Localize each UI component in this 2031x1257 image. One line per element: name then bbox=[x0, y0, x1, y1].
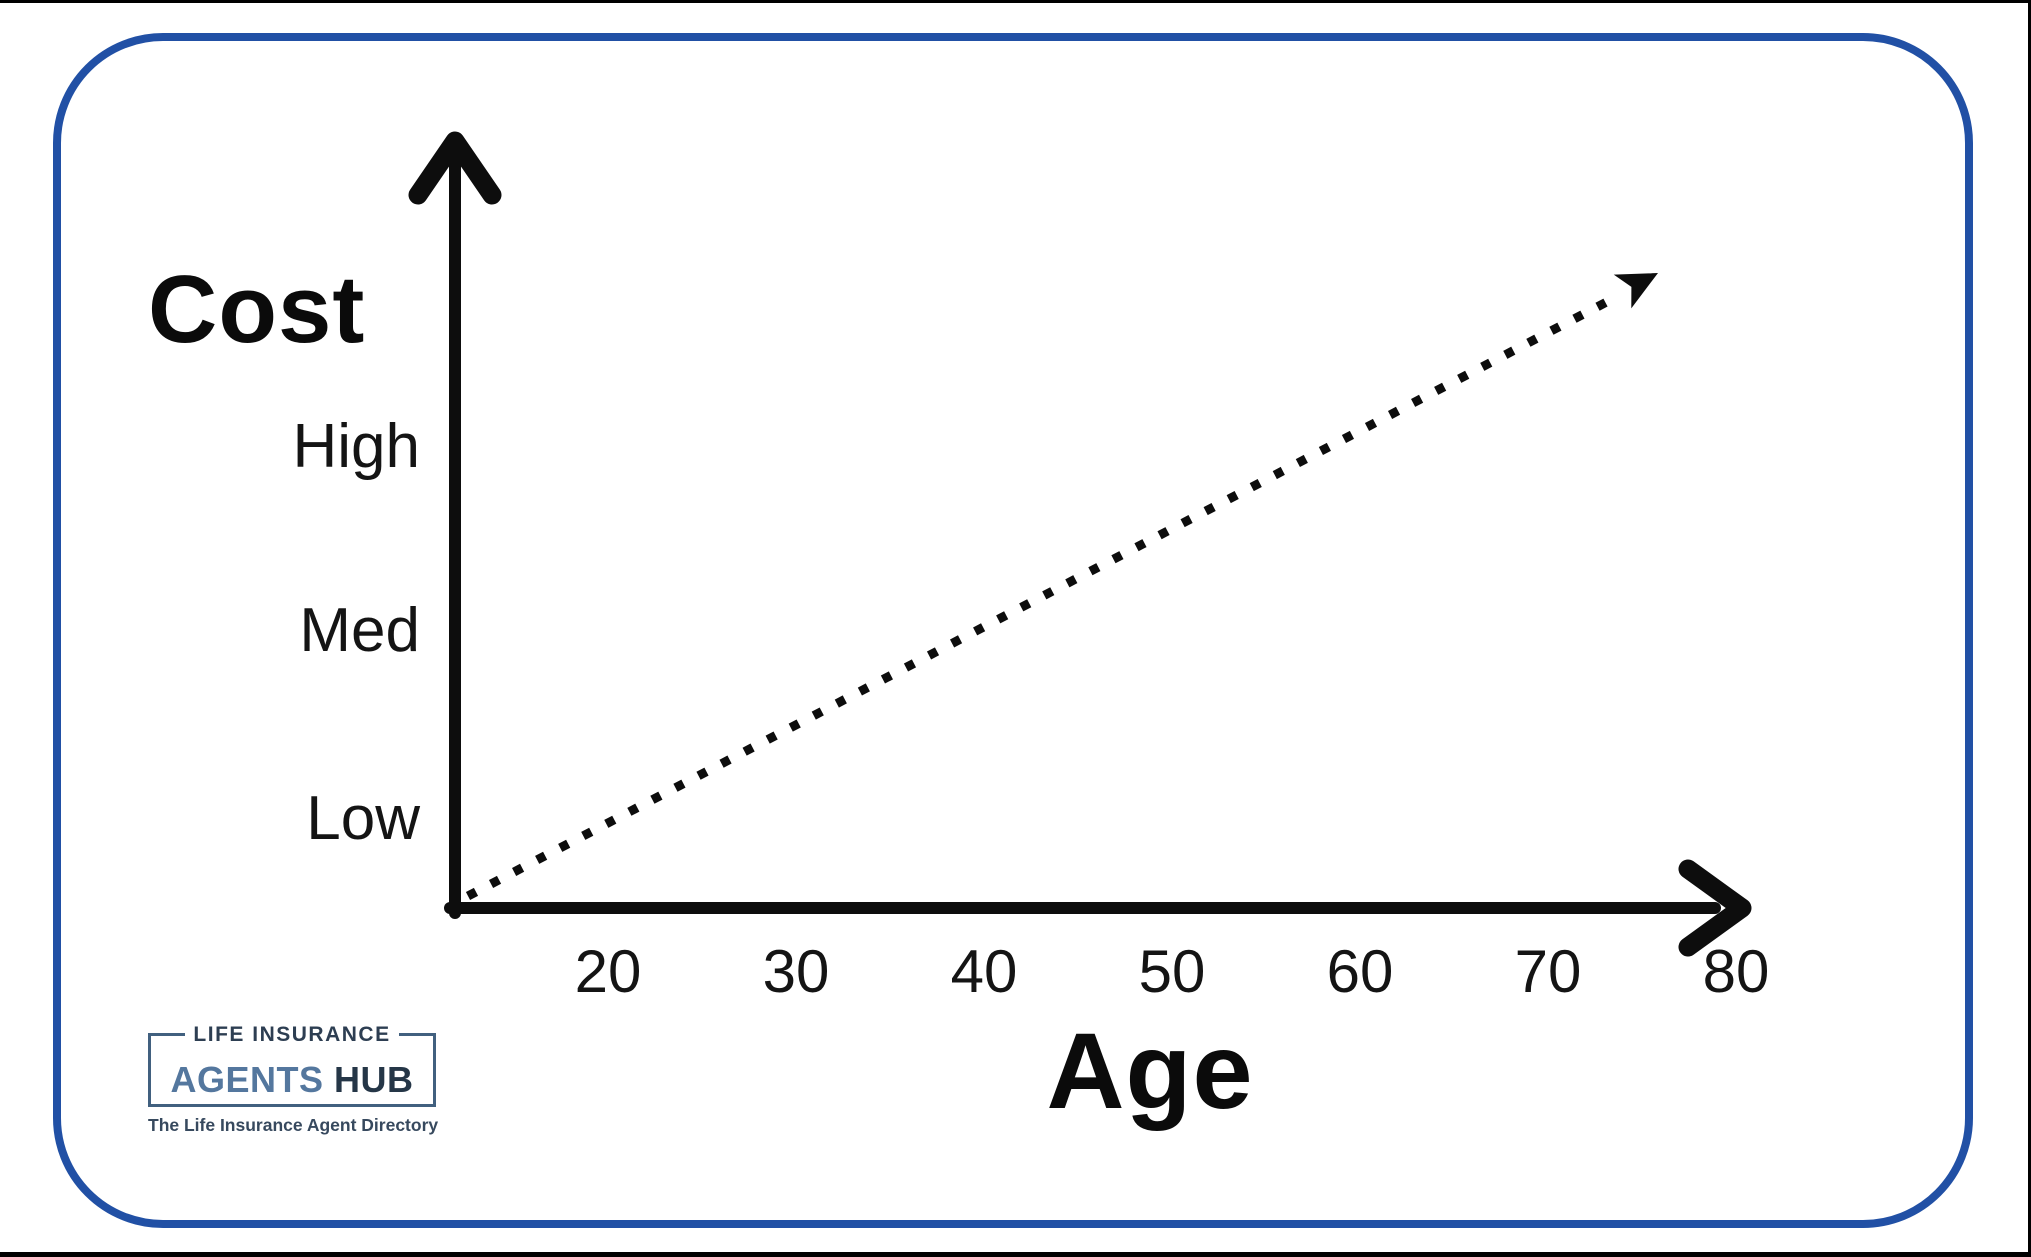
axes-and-trend-plot bbox=[408, 131, 1752, 957]
y-axis-title: Cost bbox=[148, 256, 366, 363]
trend-arrowhead-icon bbox=[1613, 273, 1658, 309]
logo-tagline: The Life Insurance Agent Directory bbox=[148, 1115, 439, 1135]
x-axis-title: Age bbox=[1046, 1010, 1254, 1131]
logo-top-row: LIFE INSURANCE bbox=[151, 1023, 433, 1047]
trend-dotted-line bbox=[465, 291, 1623, 900]
logo-agents-text: AGENTS bbox=[170, 1059, 324, 1100]
x-tick-30: 30 bbox=[762, 938, 830, 1005]
x-tick-70: 70 bbox=[1514, 938, 1582, 1005]
x-tick-20: 20 bbox=[574, 938, 642, 1005]
x-tick-80: 80 bbox=[1702, 938, 1770, 1005]
logo-line2: AGENTS HUB bbox=[159, 1062, 425, 1098]
y-tick-high: High bbox=[292, 412, 420, 481]
logo-box: LIFE INSURANCE AGENTS HUB bbox=[148, 1023, 436, 1107]
x-tick-60: 60 bbox=[1326, 938, 1394, 1005]
brand-logo: LIFE INSURANCE AGENTS HUB The Life Insur… bbox=[148, 1023, 468, 1136]
logo-hub-text: HUB bbox=[334, 1059, 414, 1100]
logo-line1: LIFE INSURANCE bbox=[185, 1023, 399, 1047]
y-axis-arrowhead-icon bbox=[408, 131, 502, 205]
y-tick-low: Low bbox=[306, 784, 420, 853]
y-tick-med: Med bbox=[299, 596, 420, 665]
x-tick-50: 50 bbox=[1138, 938, 1206, 1005]
rounded-border-frame bbox=[53, 33, 1973, 1228]
x-tick-40: 40 bbox=[950, 938, 1018, 1005]
x-axis-arrowhead-icon bbox=[1678, 859, 1752, 957]
